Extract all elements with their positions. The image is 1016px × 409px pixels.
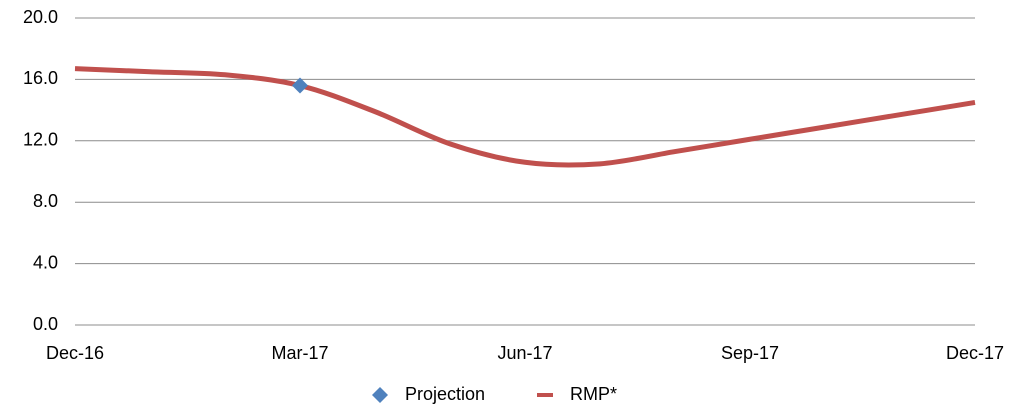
y-tick-label: 4.0 (33, 252, 58, 272)
x-tick-label: Mar-17 (271, 343, 328, 363)
line (74, 66, 976, 168)
marker (292, 77, 308, 94)
x-tick-label: Dec-17 (946, 343, 1004, 363)
y-tick-label: 0.0 (33, 314, 58, 334)
legend-label: Projection (405, 384, 485, 404)
y-tick-label: 16.0 (23, 68, 58, 88)
y-tick-label: 20.0 (23, 7, 58, 27)
x-tick-label: Dec-16 (46, 343, 104, 363)
x-tick-label: Sep-17 (721, 343, 779, 363)
y-tick-label: 8.0 (33, 191, 58, 211)
y-tick-label: 12.0 (23, 130, 58, 150)
legend-label: RMP* (570, 384, 617, 404)
x-tick-label: Jun-17 (497, 343, 552, 363)
legend-marker (372, 387, 388, 403)
